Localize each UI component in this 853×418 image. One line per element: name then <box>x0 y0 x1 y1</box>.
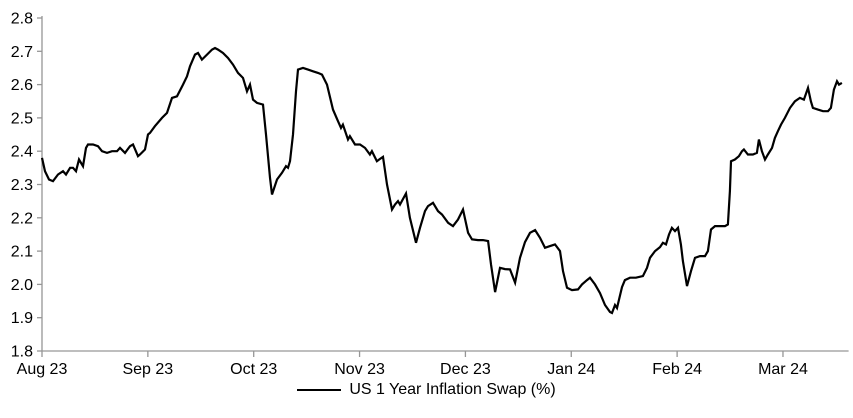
x-tick-marks <box>41 351 784 357</box>
legend-label: US 1 Year Inflation Swap (%) <box>349 381 556 398</box>
y-tick-marks <box>37 17 42 352</box>
y-tick-label: 2.0 <box>11 277 33 294</box>
y-tick-label: 2.2 <box>11 210 33 227</box>
y-tick-label: 2.5 <box>11 110 33 127</box>
y-tick-label: 2.1 <box>11 244 33 261</box>
y-tick-label: 2.8 <box>11 11 33 28</box>
y-tick-label: 1.8 <box>11 344 33 361</box>
x-tick-label: Jan 24 <box>547 361 595 378</box>
y-tick-label: 2.7 <box>11 44 33 61</box>
x-tick-label: Nov 23 <box>334 361 385 378</box>
x-tick-label: Mar 24 <box>758 361 808 378</box>
legend: US 1 Year Inflation Swap (%) <box>0 380 853 400</box>
y-tick-label: 2.4 <box>11 144 33 161</box>
y-tick-label: 2.3 <box>11 177 33 194</box>
y-tick-label: 1.9 <box>11 310 33 327</box>
x-tick-label: Aug 23 <box>17 361 68 378</box>
y-tick-labels: 1.8 1.9 2.0 2.1 2.2 2.3 2.4 2.5 2.6 2.7 2.8 <box>11 11 33 361</box>
x-tick-label: Oct 23 <box>230 361 277 378</box>
x-tick-labels: Aug 23 Sep 23 Oct 23 Nov 23 Dec 23 Jan 24 Feb … <box>17 361 808 378</box>
x-tick-label: Dec 23 <box>440 361 491 378</box>
x-tick-label: Feb 24 <box>652 361 702 378</box>
y-tick-label: 2.6 <box>11 77 33 94</box>
series-line <box>40 46 843 315</box>
x-tick-label: Sep 23 <box>122 361 173 378</box>
legend-line-swatch <box>297 389 342 391</box>
